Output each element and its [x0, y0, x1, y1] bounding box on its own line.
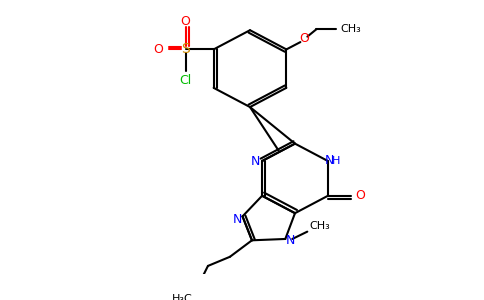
Text: CH₃: CH₃ [309, 221, 330, 231]
Text: O: O [355, 189, 365, 202]
Text: H: H [332, 156, 340, 166]
Text: S: S [181, 42, 190, 56]
Text: O: O [154, 43, 164, 56]
Text: N: N [325, 154, 334, 166]
Text: N: N [286, 234, 295, 247]
Text: O: O [300, 32, 309, 45]
Text: N: N [233, 213, 242, 226]
Text: Cl: Cl [180, 74, 192, 87]
Text: N: N [250, 154, 260, 167]
Text: O: O [181, 14, 191, 28]
Text: CH₃: CH₃ [340, 24, 361, 34]
Text: H₃C: H₃C [171, 294, 192, 300]
